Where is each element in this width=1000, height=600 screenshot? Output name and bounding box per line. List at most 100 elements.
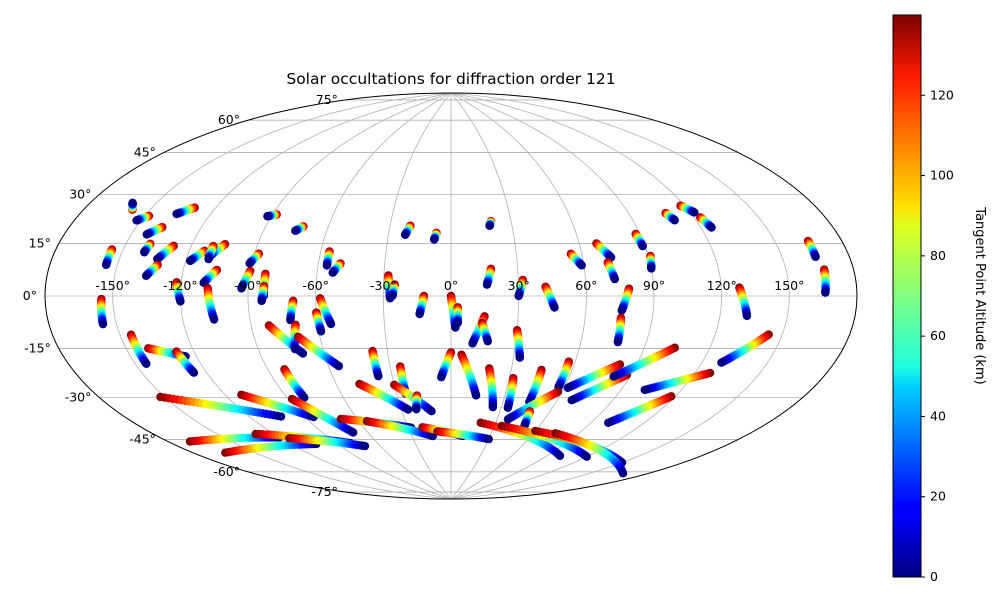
occultation-track <box>203 283 219 324</box>
occultation-track <box>433 427 493 444</box>
latitude-tick-label: 75° <box>316 92 338 107</box>
occultation-track <box>185 246 209 266</box>
occultation-track <box>646 251 656 273</box>
occultation-track <box>245 249 264 268</box>
track-point <box>485 221 494 230</box>
colorbar-gradient <box>892 14 922 578</box>
latitude-tick-label: 30° <box>69 187 91 202</box>
occultation-track <box>128 198 137 214</box>
track-point <box>638 241 648 251</box>
track-point <box>298 349 308 358</box>
track-point <box>245 259 254 268</box>
track-point <box>503 403 513 412</box>
track-point <box>427 406 436 416</box>
track-point <box>141 271 151 281</box>
track-point <box>567 396 576 405</box>
occultation-track <box>132 211 154 225</box>
track-point <box>670 216 679 225</box>
occultation-track <box>97 294 108 329</box>
colorbar-tick-label: 80 <box>930 248 946 263</box>
colorbar: 0 20 40 60 80 100 120 Tangent Point Altitude (… <box>892 14 987 584</box>
occultation-track <box>661 208 679 225</box>
track-point <box>360 441 370 451</box>
occultation-track <box>412 391 422 414</box>
track-point <box>263 212 272 221</box>
colorbar-tick-label: 20 <box>930 489 946 504</box>
track-point <box>142 230 151 239</box>
occultation-track <box>415 291 429 319</box>
track-point <box>176 297 185 306</box>
occultation-track <box>613 313 626 347</box>
track-point <box>742 311 752 321</box>
latitude-tick-label: 45° <box>134 144 156 159</box>
colorbar-ticks: 0 20 40 60 80 100 120 <box>921 87 954 584</box>
occultation-track <box>322 247 334 270</box>
occultation-track <box>477 318 492 346</box>
track-point <box>237 284 246 293</box>
track-point <box>453 318 462 328</box>
track-point <box>276 412 286 421</box>
occultation-track <box>592 239 616 262</box>
occultation-track <box>156 392 286 421</box>
occultation-tracks <box>97 198 830 478</box>
colorbar-tick-label: 100 <box>930 168 954 183</box>
occultation-track <box>204 241 218 264</box>
occultation-track <box>291 222 308 236</box>
track-point <box>142 359 151 369</box>
track-point <box>613 337 623 347</box>
occultation-track <box>153 241 178 264</box>
occultation-track <box>676 201 699 217</box>
latitude-tick-label: 60° <box>218 112 240 127</box>
track-point <box>821 288 830 297</box>
occultation-track <box>482 264 496 289</box>
occultation-track <box>237 266 255 293</box>
occultation-track <box>603 258 619 284</box>
track-point <box>291 226 300 236</box>
track-point <box>140 248 149 257</box>
track-point <box>609 372 618 381</box>
occultation-track <box>457 350 481 400</box>
track-point <box>334 361 344 371</box>
track-point <box>582 452 591 461</box>
track-point <box>717 358 726 367</box>
colorbar-tick-label: 0 <box>930 569 938 584</box>
occultation-track <box>512 326 524 362</box>
track-point <box>98 319 108 329</box>
track-point <box>316 327 326 336</box>
occultation-track <box>453 303 462 328</box>
occultation-track <box>172 278 185 306</box>
chart-title: Solar occultations for diffraction order… <box>286 70 615 88</box>
occultation-track <box>400 221 415 239</box>
track-point <box>482 280 492 289</box>
colorbar-tick-label: 60 <box>930 328 946 343</box>
longitude-gridline <box>450 92 790 500</box>
longitude-tick-label: 0° <box>444 278 458 293</box>
track-point <box>811 252 820 262</box>
longitude-gridline <box>315 92 452 500</box>
occultation-track <box>735 283 752 321</box>
longitude-tick-label: -150° <box>95 278 130 293</box>
latitude-tick-label: -15° <box>24 341 51 356</box>
longitude-tick-label: -60° <box>302 278 329 293</box>
colorbar-label: Tangent Point Altitude (km) <box>972 206 987 384</box>
track-point <box>468 339 477 348</box>
latitude-tick-label: -60° <box>213 464 240 479</box>
track-point <box>437 373 446 382</box>
track-point <box>514 291 523 301</box>
track-point <box>618 469 628 478</box>
track-point <box>577 261 586 270</box>
track-point <box>257 296 266 306</box>
longitude-gridline <box>112 92 452 500</box>
latitude-tick-label: -45° <box>129 432 156 447</box>
occultation-track <box>199 265 222 287</box>
occultation-track <box>140 239 155 257</box>
occultation-track <box>640 368 715 395</box>
colorbar-tick-label: 120 <box>930 87 954 102</box>
track-point <box>604 418 613 427</box>
occultation-track <box>263 210 281 221</box>
occultation-track <box>566 249 586 270</box>
occultation-track <box>803 236 820 262</box>
track-point <box>471 391 481 400</box>
track-point <box>326 319 336 329</box>
